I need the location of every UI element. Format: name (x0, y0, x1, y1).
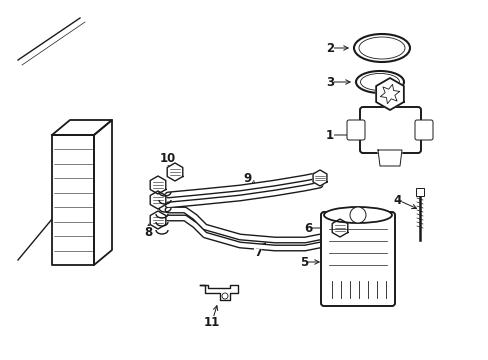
Text: 3: 3 (325, 76, 333, 89)
Text: 6: 6 (303, 221, 311, 234)
Ellipse shape (324, 207, 391, 223)
Polygon shape (150, 211, 165, 229)
Ellipse shape (360, 73, 399, 90)
Text: 9: 9 (244, 171, 252, 185)
Polygon shape (150, 191, 165, 209)
Polygon shape (94, 120, 112, 265)
FancyBboxPatch shape (359, 107, 420, 153)
Text: 5: 5 (299, 256, 307, 269)
Polygon shape (52, 120, 112, 135)
Circle shape (349, 207, 365, 223)
Text: 2: 2 (325, 41, 333, 54)
Ellipse shape (358, 37, 404, 59)
Text: 8: 8 (143, 225, 152, 239)
Polygon shape (331, 219, 347, 237)
Polygon shape (167, 163, 183, 181)
Ellipse shape (355, 71, 403, 93)
Text: 7: 7 (253, 246, 262, 258)
Ellipse shape (353, 34, 409, 62)
Text: 11: 11 (203, 315, 220, 328)
Text: 10: 10 (160, 152, 176, 165)
Bar (415, 188, 423, 196)
FancyBboxPatch shape (320, 212, 394, 306)
FancyBboxPatch shape (414, 120, 432, 140)
Polygon shape (375, 78, 403, 110)
Polygon shape (200, 285, 238, 300)
Polygon shape (150, 176, 165, 194)
FancyBboxPatch shape (346, 120, 364, 140)
Circle shape (222, 293, 227, 299)
Text: 4: 4 (393, 194, 401, 207)
Text: 1: 1 (325, 129, 333, 141)
Polygon shape (52, 135, 94, 265)
Polygon shape (377, 150, 401, 166)
Polygon shape (312, 170, 326, 186)
